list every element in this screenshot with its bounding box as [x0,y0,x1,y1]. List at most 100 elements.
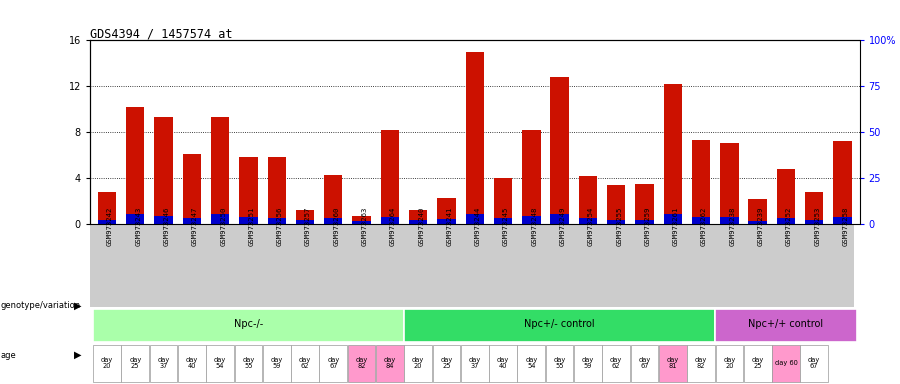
Text: GSM973241: GSM973241 [446,207,453,246]
Text: GSM973263: GSM973263 [362,207,367,246]
Text: GSM973252: GSM973252 [786,207,792,246]
Text: day
55: day 55 [242,357,255,369]
Bar [324,175,343,224]
Text: GSM973246: GSM973246 [164,207,169,246]
Bar [353,221,371,224]
FancyBboxPatch shape [574,345,602,382]
Bar [749,199,767,224]
Bar [211,214,230,224]
FancyBboxPatch shape [659,345,687,382]
Bar [749,221,767,224]
Text: Npc+/+ control: Npc+/+ control [749,319,824,329]
Text: ▶: ▶ [74,300,81,310]
Bar [805,220,824,224]
FancyBboxPatch shape [716,345,743,382]
Bar [663,214,682,224]
Bar [607,185,625,224]
FancyBboxPatch shape [518,345,545,382]
Bar [296,220,314,224]
FancyBboxPatch shape [90,224,854,307]
Text: day
37: day 37 [469,357,481,369]
Text: day
25: day 25 [440,357,453,369]
Text: day
59: day 59 [271,357,283,369]
Text: GSM973259: GSM973259 [644,207,651,246]
Text: age: age [1,351,16,360]
Text: GSM973257: GSM973257 [305,207,311,246]
Text: Npc+/- control: Npc+/- control [525,319,595,329]
Text: ▶: ▶ [74,350,81,360]
Text: day
20: day 20 [101,357,113,369]
Text: day
62: day 62 [299,357,311,369]
Bar [409,220,428,224]
Bar [579,176,597,224]
Bar [494,218,512,224]
FancyBboxPatch shape [122,345,149,382]
Text: GSM973247: GSM973247 [192,207,198,246]
Bar [183,218,201,224]
FancyBboxPatch shape [347,345,375,382]
Text: day
62: day 62 [610,357,622,369]
Text: Npc-/-: Npc-/- [234,319,263,329]
Bar [551,214,569,224]
Bar [353,216,371,224]
Text: GSM973249: GSM973249 [560,207,565,246]
Bar [465,52,484,224]
Bar [607,220,625,224]
Text: GSM973253: GSM973253 [814,207,820,246]
FancyBboxPatch shape [433,345,460,382]
Bar [437,219,455,224]
FancyBboxPatch shape [93,345,121,382]
Text: GSM973244: GSM973244 [474,207,481,246]
Bar [522,130,541,224]
Bar [833,217,851,224]
Bar [494,178,512,224]
FancyBboxPatch shape [178,345,206,382]
Text: day
84: day 84 [383,357,396,369]
Text: GSM973264: GSM973264 [390,207,396,246]
Text: GSM973250: GSM973250 [220,207,226,246]
FancyBboxPatch shape [743,345,771,382]
Bar [409,210,428,224]
Text: genotype/variation: genotype/variation [1,301,81,310]
Text: GSM973238: GSM973238 [729,207,735,246]
Text: day
54: day 54 [526,357,537,369]
FancyBboxPatch shape [206,345,234,382]
Text: day
25: day 25 [752,357,764,369]
Text: day
54: day 54 [214,357,226,369]
Text: GSM973245: GSM973245 [503,207,509,246]
Bar [720,217,739,224]
Text: day
20: day 20 [412,357,424,369]
Text: day
82: day 82 [356,357,368,369]
Bar [381,130,399,224]
Bar [126,107,145,224]
Text: day
82: day 82 [695,357,707,369]
Bar [720,142,739,224]
FancyBboxPatch shape [404,309,716,342]
Text: GSM973254: GSM973254 [588,207,594,246]
Text: day
55: day 55 [554,357,566,369]
Bar [239,217,257,224]
FancyBboxPatch shape [235,345,262,382]
Text: day
25: day 25 [129,357,141,369]
Text: GSM973243: GSM973243 [135,207,141,246]
Bar [833,141,851,224]
Text: day
67: day 67 [638,357,651,369]
FancyBboxPatch shape [800,345,828,382]
Text: GSM973260: GSM973260 [333,207,339,246]
FancyBboxPatch shape [716,309,857,342]
Bar [579,218,597,224]
Bar [777,169,795,224]
Text: GDS4394 / 1457574_at: GDS4394 / 1457574_at [90,27,232,40]
Bar [805,192,824,224]
FancyBboxPatch shape [461,345,489,382]
Bar [692,217,710,224]
Bar [522,216,541,224]
FancyBboxPatch shape [149,345,177,382]
Bar [155,117,173,224]
FancyBboxPatch shape [688,345,715,382]
Bar [635,220,653,224]
FancyBboxPatch shape [490,345,517,382]
Bar [381,217,399,224]
Text: day
81: day 81 [667,357,679,369]
Text: day 60: day 60 [775,360,797,366]
